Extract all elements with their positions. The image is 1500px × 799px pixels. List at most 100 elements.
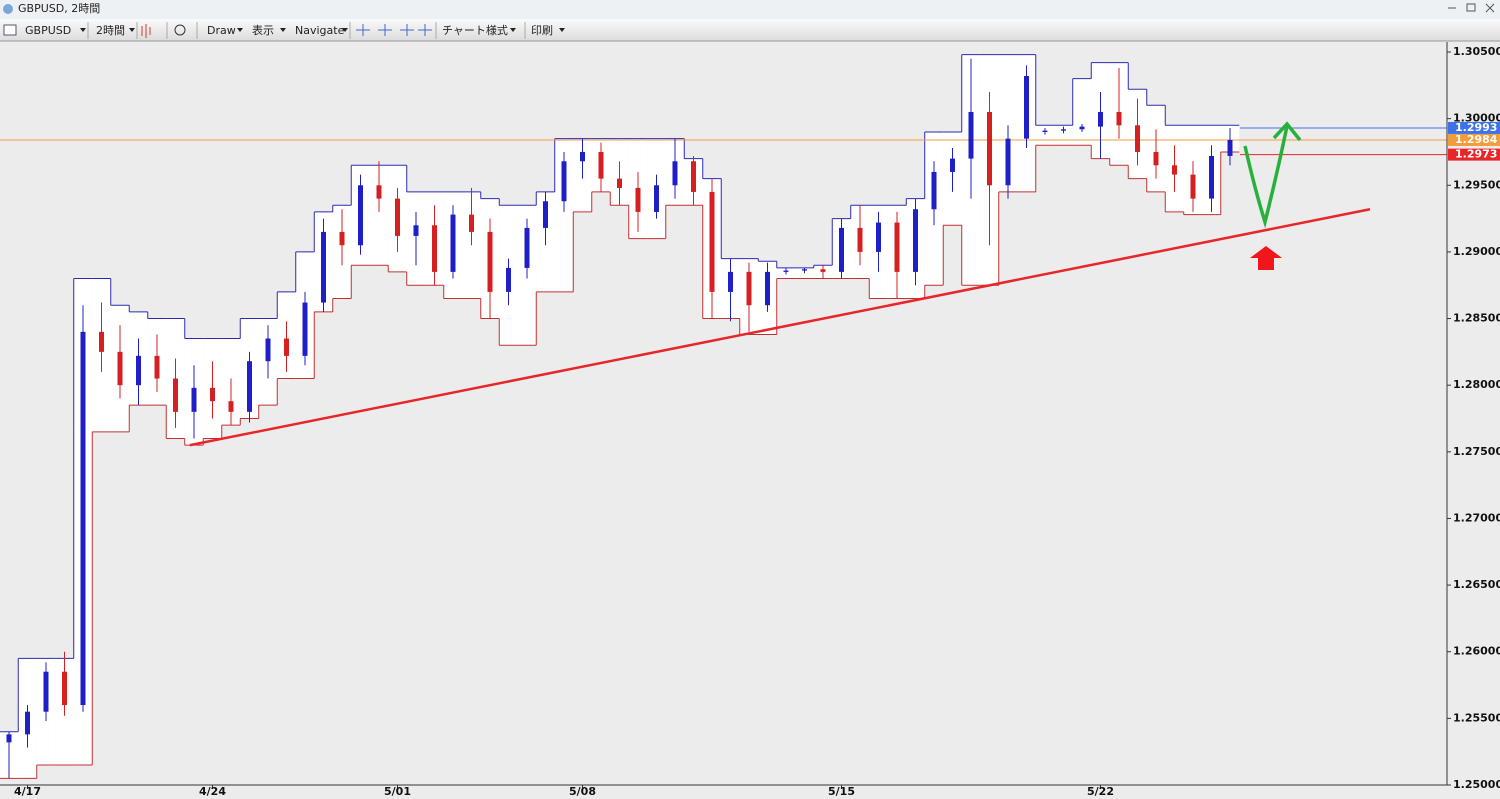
toolbar-item[interactable]: チャート様式 — [442, 23, 508, 37]
x-tick-label: 4/24 — [199, 785, 226, 798]
toolbar-item[interactable]: GBPUSD — [25, 24, 71, 37]
candle-body — [654, 185, 659, 212]
candle-body — [62, 671, 67, 706]
y-tick-label: 1.26000 — [1453, 645, 1500, 658]
candle-body — [247, 361, 252, 412]
candle-body — [99, 331, 104, 352]
candle-body — [210, 387, 215, 402]
x-tick-label: 5/22 — [1087, 785, 1114, 798]
y-tick-label: 1.27000 — [1453, 511, 1500, 524]
dropdown-arrow — [237, 28, 243, 32]
candle-body — [191, 387, 197, 412]
channel-fill — [998, 54, 1018, 192]
candle-body — [413, 225, 419, 236]
candle-body — [691, 161, 696, 192]
red-arrow — [1250, 246, 1282, 270]
y-tick-label: 1.28000 — [1453, 378, 1500, 391]
annotations — [1243, 121, 1302, 270]
candle-body — [580, 151, 585, 162]
channel-fill — [554, 138, 574, 292]
candle-body — [469, 214, 474, 232]
candle-body — [1005, 138, 1011, 186]
y-tick-label: 1.26500 — [1453, 578, 1500, 591]
candle-body — [950, 158, 955, 172]
app-icon — [3, 4, 13, 14]
candle-body — [358, 185, 363, 246]
candle-body — [450, 214, 456, 272]
toolbar-item[interactable]: Navigate — [295, 24, 345, 37]
channel-fill — [795, 267, 814, 279]
x-tick-label: 5/15 — [828, 785, 855, 798]
y-tick-label: 1.30500 — [1453, 45, 1500, 58]
candle-body — [913, 209, 918, 272]
candle-body — [173, 378, 178, 412]
candle-body — [672, 161, 678, 186]
candle-body — [1172, 165, 1177, 175]
green-arrowhead — [1272, 121, 1302, 142]
candle-body — [302, 302, 308, 356]
y-tick-label: 1.25000 — [1453, 778, 1500, 791]
candle-body — [80, 331, 86, 706]
candle-body — [894, 222, 900, 272]
candle-body — [839, 227, 844, 272]
y-tick-label: 1.30000 — [1453, 112, 1500, 125]
toolbar-item[interactable]: Draw — [207, 24, 236, 37]
candle-body — [1209, 155, 1214, 199]
candle-body — [228, 401, 234, 412]
candle-body — [321, 231, 326, 303]
y-tick-label: 1.29500 — [1453, 178, 1500, 191]
plot — [0, 54, 1447, 779]
candle-body — [506, 267, 511, 292]
y-tick-label: 1.27500 — [1453, 445, 1500, 458]
window-buttons[interactable] — [1448, 3, 1495, 13]
toolbar — [0, 19, 1500, 41]
candle-body — [728, 271, 733, 292]
y-tick-label: 1.29000 — [1453, 245, 1500, 258]
green-arrow — [1243, 125, 1289, 229]
candle-icon[interactable] — [141, 24, 151, 38]
candle-body — [802, 269, 807, 271]
candle-body — [1024, 75, 1029, 139]
candle-body — [931, 171, 937, 210]
channel-fill — [369, 165, 389, 266]
crosshair-icons[interactable] — [356, 24, 432, 36]
dropdown-arrow — [129, 28, 135, 32]
candle-body — [820, 269, 826, 272]
candle-body — [876, 222, 881, 252]
candle-body — [1042, 130, 1048, 132]
toolbar-item[interactable]: 表示 — [252, 23, 274, 37]
candle-body — [783, 270, 789, 272]
candle-body — [746, 271, 752, 306]
y-tick-label: 1.28500 — [1453, 312, 1500, 325]
candle-body — [857, 227, 863, 252]
price-label: 1.2984 — [1455, 133, 1498, 146]
price-label-box — [1448, 133, 1500, 146]
candle-body — [376, 185, 382, 199]
toolbar-item[interactable]: 2時間 — [96, 24, 125, 37]
candle-body — [1227, 139, 1233, 156]
maximize[interactable] — [1466, 3, 1476, 12]
toolbar-item[interactable]: 印刷 — [531, 24, 553, 37]
candle-body — [6, 734, 12, 743]
channel-fill — [1072, 78, 1092, 146]
candle-body — [1135, 125, 1140, 152]
circle-tool[interactable] — [174, 24, 186, 36]
trendline — [189, 208, 1371, 447]
candle-body — [598, 151, 604, 179]
price-label-box — [1448, 148, 1500, 161]
candle-body — [136, 355, 141, 386]
candle-body — [1098, 111, 1103, 127]
x-tick-label: 4/17 — [14, 785, 41, 798]
y-tick-label: 1.25500 — [1453, 711, 1500, 724]
candle-body — [1153, 151, 1159, 166]
dropdown-arrow — [280, 28, 286, 32]
close[interactable] — [1485, 3, 1495, 13]
window-title: GBPUSD, 2時間 — [18, 2, 100, 15]
candle-body — [1061, 129, 1066, 131]
candle-body — [339, 231, 345, 246]
candle-body — [1079, 126, 1085, 130]
candle-body — [543, 201, 548, 228]
price-label-box — [1448, 121, 1500, 134]
chart-icon[interactable] — [3, 24, 17, 36]
